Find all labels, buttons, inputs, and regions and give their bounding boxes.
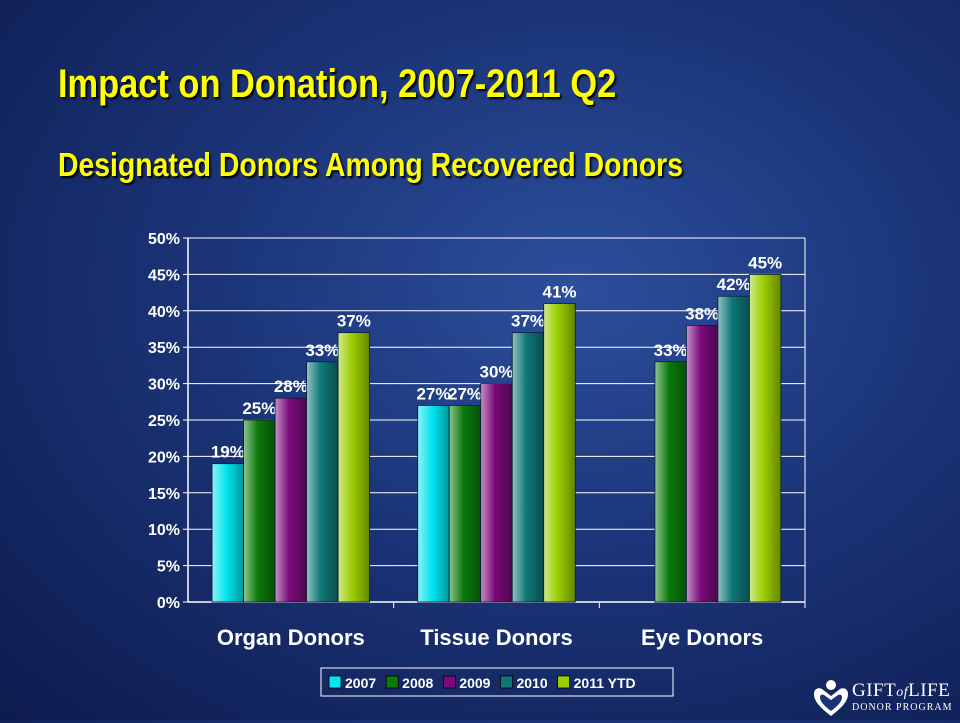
bar [511, 332, 545, 603]
y-tick-label: 15% [148, 486, 180, 503]
x-category-label: Tissue Donors [420, 625, 572, 650]
bar [717, 295, 750, 603]
data-label: 42% [717, 275, 751, 294]
bar [749, 273, 782, 603]
y-tick-label: 30% [148, 377, 180, 394]
bar [448, 405, 482, 603]
legend-swatch [557, 675, 571, 689]
bar [274, 397, 307, 603]
data-label: 27% [416, 384, 450, 403]
y-tick-label: 40% [148, 304, 180, 321]
y-tick-label: 5% [157, 559, 180, 576]
y-tick-label: 25% [148, 413, 180, 430]
data-label: 25% [242, 399, 276, 418]
data-label: 38% [685, 304, 719, 323]
legend-label: 2009 [459, 675, 490, 691]
y-tick-label: 0% [157, 595, 180, 612]
y-tick-label: 50% [148, 231, 180, 248]
bar [337, 332, 370, 603]
bar [417, 405, 450, 603]
legend-swatch [385, 675, 399, 689]
legend-label: 2007 [345, 675, 376, 691]
data-label: 33% [654, 341, 688, 360]
y-tick-label: 45% [148, 267, 180, 284]
bar [543, 303, 576, 603]
data-label: 37% [337, 312, 371, 331]
legend-swatch [500, 675, 513, 689]
logo-name: GIFTofLIFE [852, 680, 951, 701]
data-label: 37% [511, 312, 545, 331]
bar [243, 419, 276, 603]
bar [480, 383, 513, 603]
x-category-label: Eye Donors [641, 625, 763, 650]
gift-of-life-logo: GIFTofLIFE DONOR PROGRAM [812, 678, 952, 718]
data-label: 27% [448, 384, 482, 403]
legend-swatch [442, 675, 456, 689]
legend-label: 2011 YTD [574, 675, 636, 691]
bar [654, 361, 687, 603]
y-tick-label: 20% [148, 449, 180, 466]
data-label: 19% [211, 443, 245, 462]
bar [686, 324, 719, 603]
data-label: 30% [479, 363, 513, 382]
data-label: 45% [748, 253, 782, 272]
logo-subtitle: DONOR PROGRAM [852, 702, 953, 713]
bar [211, 463, 244, 603]
bar [306, 361, 339, 603]
legend-label: 2008 [402, 675, 433, 691]
data-label: 41% [542, 283, 576, 302]
x-category-label: Organ Donors [217, 625, 365, 650]
legend-box [320, 667, 674, 697]
legend-label: 2010 [516, 675, 547, 691]
data-label: 28% [274, 377, 308, 396]
y-tick-label: 35% [148, 340, 180, 357]
heart-people-icon [814, 680, 848, 716]
data-label: 33% [305, 341, 339, 360]
chart-title: Impact on Donation, 2007-2011 Q2 [58, 62, 617, 106]
y-tick-label: 10% [148, 522, 180, 539]
legend-swatch [328, 675, 342, 689]
chart-subtitle: Designated Donors Among Recovered Donors [58, 146, 683, 183]
